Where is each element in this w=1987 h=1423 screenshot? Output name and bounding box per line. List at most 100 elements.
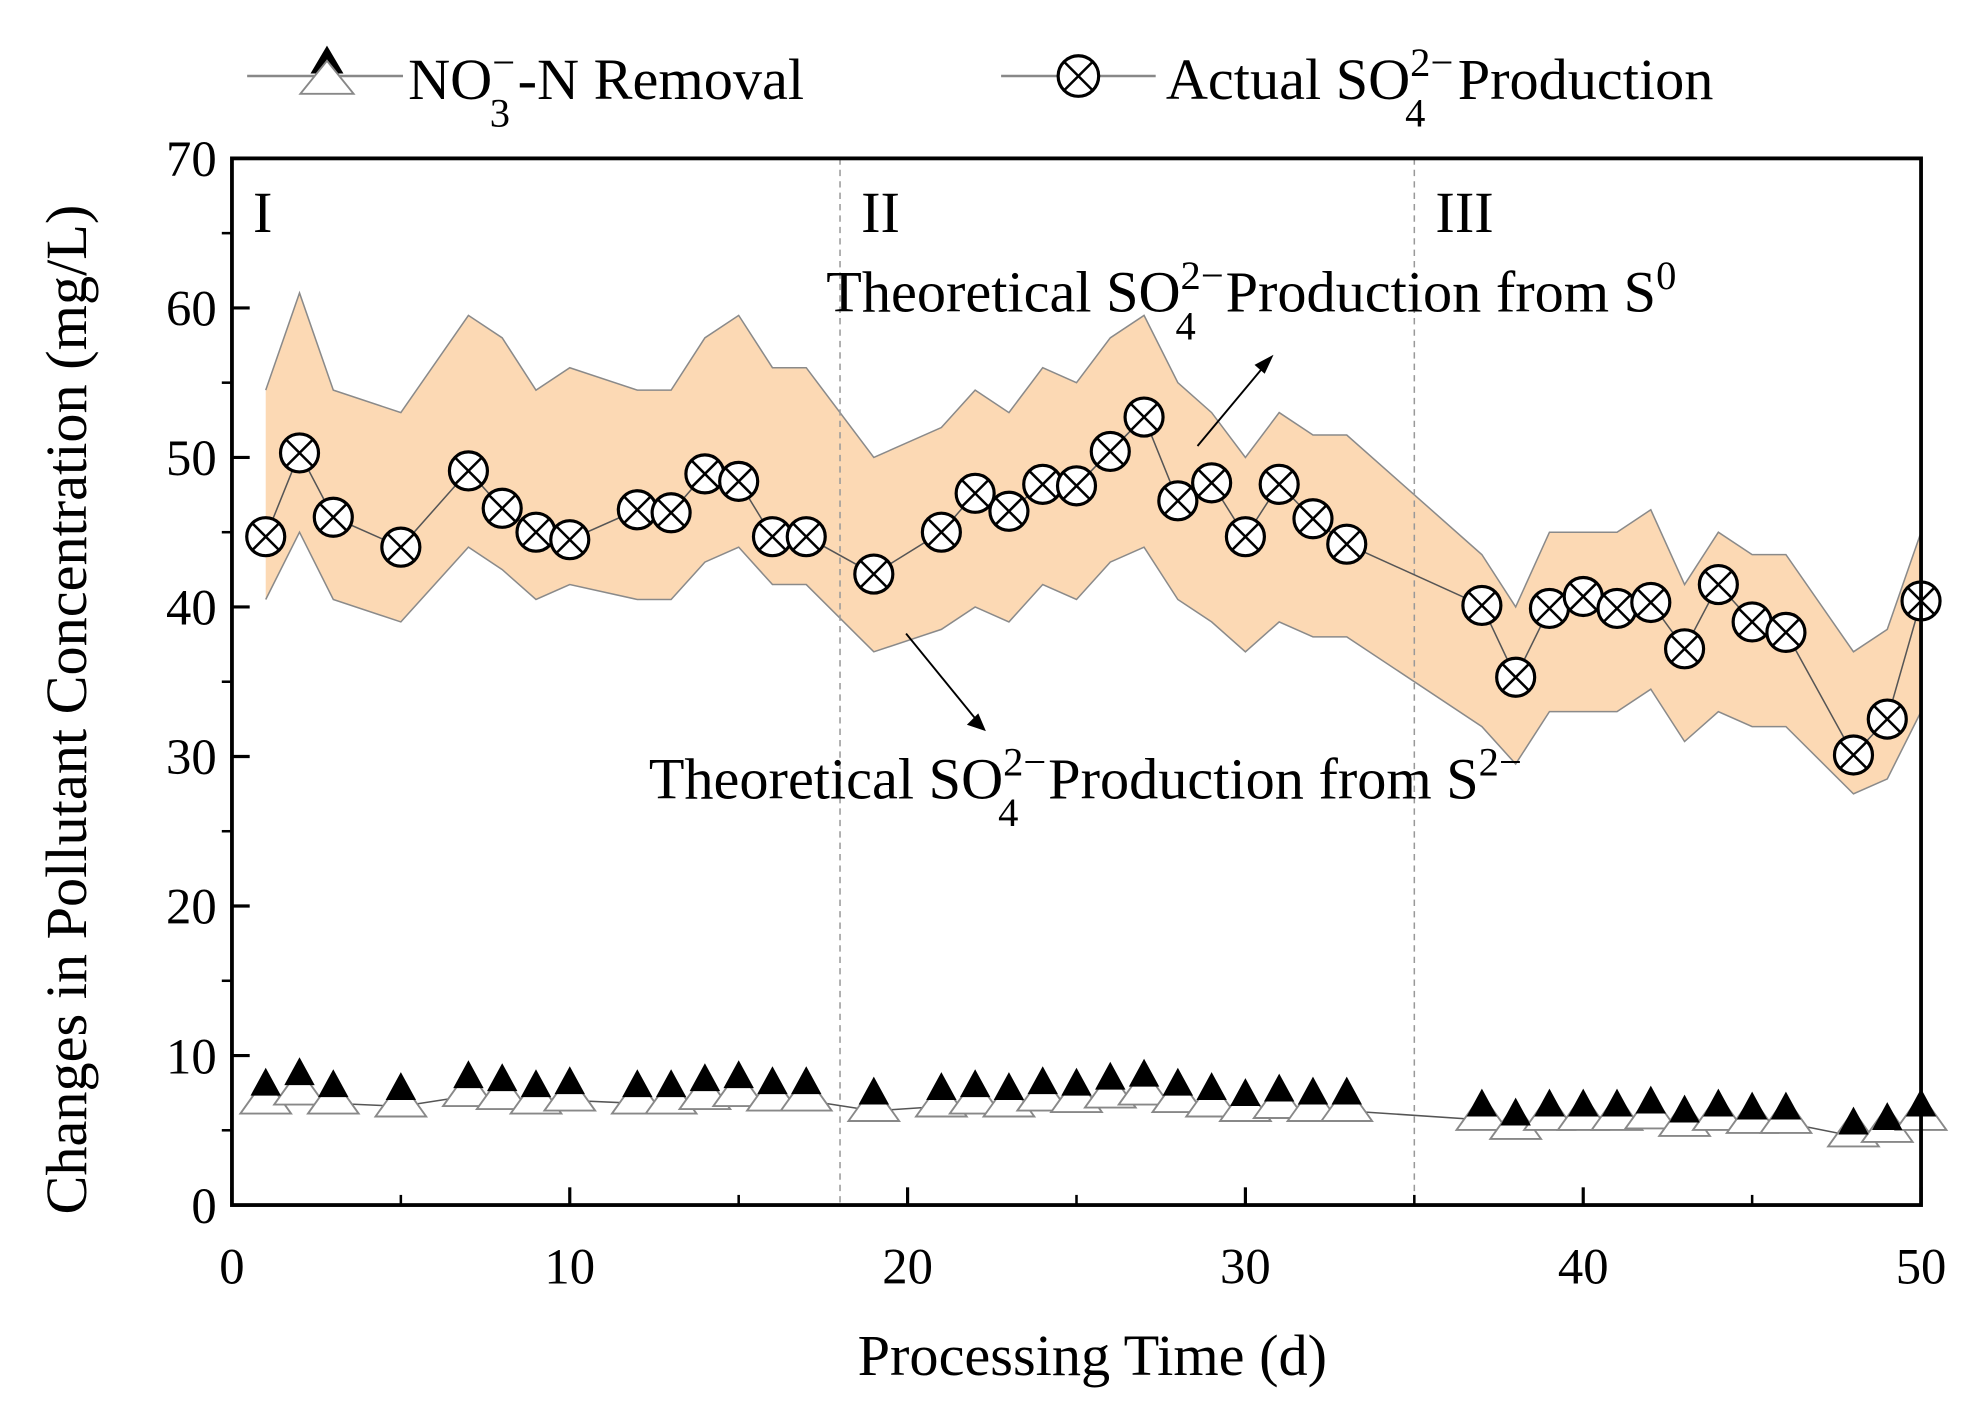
data-point-no3-filled xyxy=(1297,1076,1329,1105)
data-point-so4 xyxy=(1123,396,1165,438)
data-point-so4 xyxy=(1258,463,1300,505)
data-point-no3-filled xyxy=(1568,1088,1599,1117)
data-point-so4 xyxy=(380,526,422,568)
data-point-so4-cross xyxy=(555,525,584,554)
stage-label: III xyxy=(1435,180,1493,245)
data-point-so4-cross xyxy=(792,522,821,551)
data-point-no3-filled xyxy=(1162,1067,1194,1096)
data-point-so4 xyxy=(1562,575,1604,618)
data-point-so4-cross xyxy=(1332,529,1361,559)
series-layer xyxy=(238,396,1949,1148)
data-point-so4-cross xyxy=(1264,470,1294,499)
data-point-so4-cross xyxy=(656,498,686,527)
data-point-no3-filled xyxy=(1061,1067,1092,1096)
data-point-so4-cross xyxy=(1129,402,1159,432)
annotation-arrow-lower xyxy=(905,632,986,732)
legend-item-so4: Actual SO2− 4 Production xyxy=(1001,40,1713,136)
x-tick-label: 0 xyxy=(219,1239,244,1295)
data-point-no3-filled xyxy=(520,1069,552,1098)
data-point-so4 xyxy=(1697,563,1739,606)
data-point-no3-filled xyxy=(554,1066,585,1095)
data-point-so4-cross xyxy=(758,522,787,551)
band-area xyxy=(265,292,1922,794)
legend-circle-cross-icon xyxy=(1056,54,1101,98)
annotation-lower: Theoretical SO2− 4 Production from S2− xyxy=(649,739,1522,835)
data-point-so4 xyxy=(718,460,760,502)
data-point-so4 xyxy=(1055,465,1098,507)
data-point-so4-cross xyxy=(1670,634,1699,664)
data-point-no3-filled xyxy=(1601,1088,1633,1117)
data-point-no3-filled xyxy=(791,1066,822,1095)
data-point-so4 xyxy=(1157,480,1199,522)
data-point-so4 xyxy=(1832,734,1875,776)
data-point-so4-cross xyxy=(1197,468,1226,498)
data-point-so4-cross xyxy=(1839,740,1868,770)
data-point-no3-filled xyxy=(250,1067,281,1096)
data-point-so4-cross xyxy=(927,517,956,547)
data-point-so4-cross xyxy=(690,459,720,489)
x-tick-label: 30 xyxy=(1220,1239,1271,1295)
data-point-so4 xyxy=(1224,516,1266,558)
axis-ticks: 0 10 20 30 40 50 0 10 20 30 40 50 60 70 xyxy=(166,131,1946,1294)
x-axis-label: Processing Time (d) xyxy=(858,1323,1327,1388)
data-point-no3-filled xyxy=(1230,1078,1261,1107)
data-point-so4 xyxy=(954,472,996,514)
data-point-no3-filled xyxy=(1196,1072,1227,1101)
legend-item-no3: NO− 3-N Removal xyxy=(247,40,804,136)
data-point-so4 xyxy=(1461,584,1503,627)
data-point-so4 xyxy=(684,453,726,495)
data-point-no3-filled xyxy=(1263,1073,1295,1102)
data-point-no3-filled xyxy=(318,1069,349,1098)
data-point-so4-cross xyxy=(251,522,280,551)
data-point-so4-cross xyxy=(386,532,416,562)
data-point-so4 xyxy=(988,490,1030,532)
data-point-so4 xyxy=(245,516,287,558)
data-point-no3-filled xyxy=(959,1069,991,1098)
y-tick-label: 10 xyxy=(166,1028,217,1084)
data-point-so4-cross xyxy=(285,438,314,468)
series-line-s2 xyxy=(265,530,1922,795)
data-point-no3-open xyxy=(711,1068,766,1107)
data-point-so4 xyxy=(1630,581,1672,624)
data-point-no3-filled xyxy=(757,1066,788,1095)
data-point-so4 xyxy=(278,432,321,474)
data-point-so4-cross xyxy=(1737,607,1767,637)
x-tick-label: 40 xyxy=(1558,1239,1609,1295)
data-point-no3-filled xyxy=(622,1069,653,1098)
data-point-so4-cross xyxy=(319,503,348,532)
y-tick-label: 40 xyxy=(166,580,217,636)
data-point-so4 xyxy=(312,496,354,538)
theoretical-range-band xyxy=(265,290,1922,795)
y-tick-label: 50 xyxy=(166,430,217,486)
data-point-no3-filled xyxy=(689,1063,721,1092)
data-point-no3-filled xyxy=(1770,1091,1802,1120)
data-point-so4-cross xyxy=(1163,486,1193,516)
data-point-so4 xyxy=(1596,587,1638,630)
data-point-so4-cross xyxy=(1298,504,1328,533)
data-point-so4 xyxy=(1866,698,1908,740)
data-point-no3-filled xyxy=(1635,1085,1666,1114)
y-tick-label: 30 xyxy=(166,729,217,785)
data-point-no3-filled xyxy=(1669,1094,1700,1123)
data-point-no3-filled xyxy=(385,1072,417,1101)
data-point-no3-filled xyxy=(993,1072,1025,1101)
x-tick-label: 20 xyxy=(882,1239,933,1295)
data-point-no3-filled xyxy=(858,1076,890,1105)
x-tick-label: 50 xyxy=(1896,1239,1947,1295)
stage-dividers xyxy=(839,158,1416,1206)
data-point-so4-cross xyxy=(1501,663,1530,692)
data-point-so4-cross xyxy=(1231,522,1260,551)
y-tick-label: 20 xyxy=(166,879,217,935)
data-point-no3-filled xyxy=(655,1069,687,1098)
data-point-so4 xyxy=(920,511,962,553)
y-axis-label: Changes in Pollutant Concentration (mg/L… xyxy=(34,205,99,1215)
data-point-so4-cross xyxy=(1873,704,1902,734)
data-point-so4 xyxy=(650,492,692,534)
stage-label: II xyxy=(861,180,900,245)
data-point-no3-filled xyxy=(1872,1102,1903,1130)
data-point-no3-open xyxy=(1116,1067,1172,1106)
svg-text:Actual SO2−4 Production: Actual SO2− 4 Production xyxy=(1166,40,1714,136)
data-point-no3-filled xyxy=(1838,1106,1869,1135)
data-point-so4 xyxy=(1292,498,1334,540)
